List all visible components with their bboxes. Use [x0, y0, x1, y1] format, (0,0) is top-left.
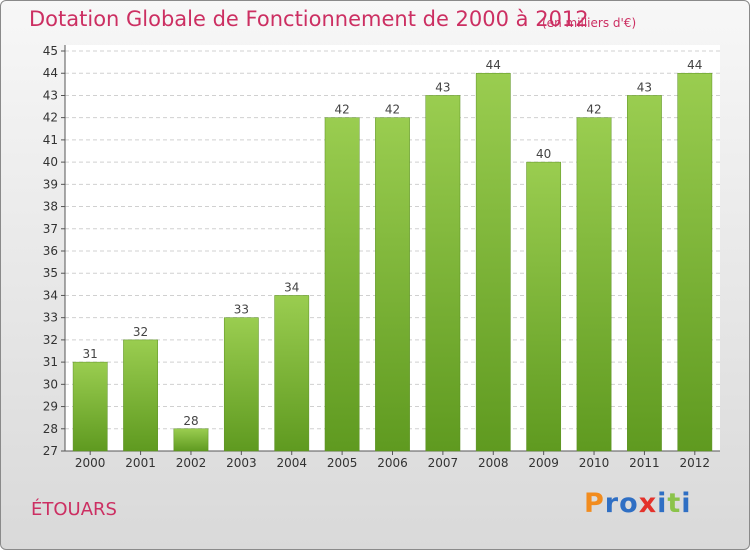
x-tick-label-2010: 2010: [579, 456, 610, 470]
x-tick-label-2004: 2004: [276, 456, 307, 470]
y-tick-label: 42: [43, 111, 58, 125]
proxiti-logo[interactable]: Proxiti: [584, 488, 692, 519]
x-tick-label-2008: 2008: [478, 456, 509, 470]
y-tick-label: 30: [43, 377, 58, 391]
bar-2001[interactable]: [123, 339, 158, 452]
logo-letter: o: [619, 488, 639, 519]
y-tick-label: 38: [43, 200, 58, 214]
value-label-2012: 44: [687, 58, 702, 72]
bar-2003[interactable]: [223, 317, 259, 452]
bar-2010[interactable]: [576, 117, 612, 452]
y-tick-label: 34: [43, 288, 58, 302]
bar-2008[interactable]: [475, 72, 511, 452]
bar-2007[interactable]: [425, 95, 461, 452]
value-label-2009: 40: [536, 147, 551, 161]
x-tick-label-2011: 2011: [629, 456, 660, 470]
logo-letter: i: [657, 488, 668, 519]
value-label-2003: 33: [234, 303, 249, 317]
y-tick-label: 44: [43, 66, 58, 80]
y-tick-label: 27: [43, 444, 58, 458]
value-label-2010: 42: [586, 103, 601, 117]
y-tick-label: 29: [43, 400, 58, 414]
bar-2000[interactable]: [72, 361, 108, 452]
value-label-2002: 28: [183, 414, 198, 428]
bar-2012[interactable]: [677, 72, 713, 452]
y-tick-label: 32: [43, 333, 58, 347]
bar-2006[interactable]: [375, 117, 410, 452]
x-tick-label-2012: 2012: [680, 456, 711, 470]
chart-subtitle: (en milliers d'€): [542, 16, 637, 30]
logo-letter: r: [604, 488, 620, 519]
logo-letter: i: [681, 488, 692, 519]
logo-letter: t: [667, 488, 682, 519]
y-tick-label: 40: [43, 155, 58, 169]
y-tick-label: 43: [43, 88, 58, 102]
y-tick-label: 39: [43, 177, 58, 191]
value-label-2001: 32: [133, 325, 148, 339]
x-tick-label-2003: 2003: [226, 456, 257, 470]
x-tick-label-2005: 2005: [327, 456, 358, 470]
bar-2002[interactable]: [173, 428, 209, 452]
value-label-2007: 43: [435, 80, 450, 94]
bar-2011[interactable]: [627, 95, 662, 452]
x-tick-label-2001: 2001: [125, 456, 156, 470]
value-label-2005: 42: [334, 103, 349, 117]
y-tick-label: 35: [43, 266, 58, 280]
value-label-2011: 43: [637, 80, 652, 94]
value-label-2006: 42: [385, 103, 400, 117]
y-tick-label: 37: [43, 222, 58, 236]
logo-letter: x: [638, 488, 658, 519]
y-tick-label: 28: [43, 422, 58, 436]
bar-2004[interactable]: [274, 295, 310, 452]
x-tick-label-2000: 2000: [75, 456, 106, 470]
y-tick-label: 45: [43, 44, 58, 58]
y-tick-label: 36: [43, 244, 58, 258]
x-tick-label-2002: 2002: [176, 456, 207, 470]
y-tick-label: 31: [43, 355, 58, 369]
chart-title: Dotation Globale de Fonctionnement de 20…: [29, 7, 589, 31]
x-tick-label-2009: 2009: [528, 456, 559, 470]
value-label-2000: 31: [83, 347, 98, 361]
x-tick-label-2007: 2007: [428, 456, 459, 470]
x-tick-label-2006: 2006: [377, 456, 408, 470]
bar-2005[interactable]: [324, 117, 360, 452]
value-label-2004: 34: [284, 280, 299, 294]
commune-name: ÉTOUARS: [31, 499, 117, 520]
y-tick-label: 33: [43, 311, 58, 325]
y-tick-label: 41: [43, 133, 58, 147]
logo-letter: P: [584, 488, 605, 519]
bar-2009[interactable]: [526, 161, 562, 452]
value-label-2008: 44: [486, 58, 501, 72]
